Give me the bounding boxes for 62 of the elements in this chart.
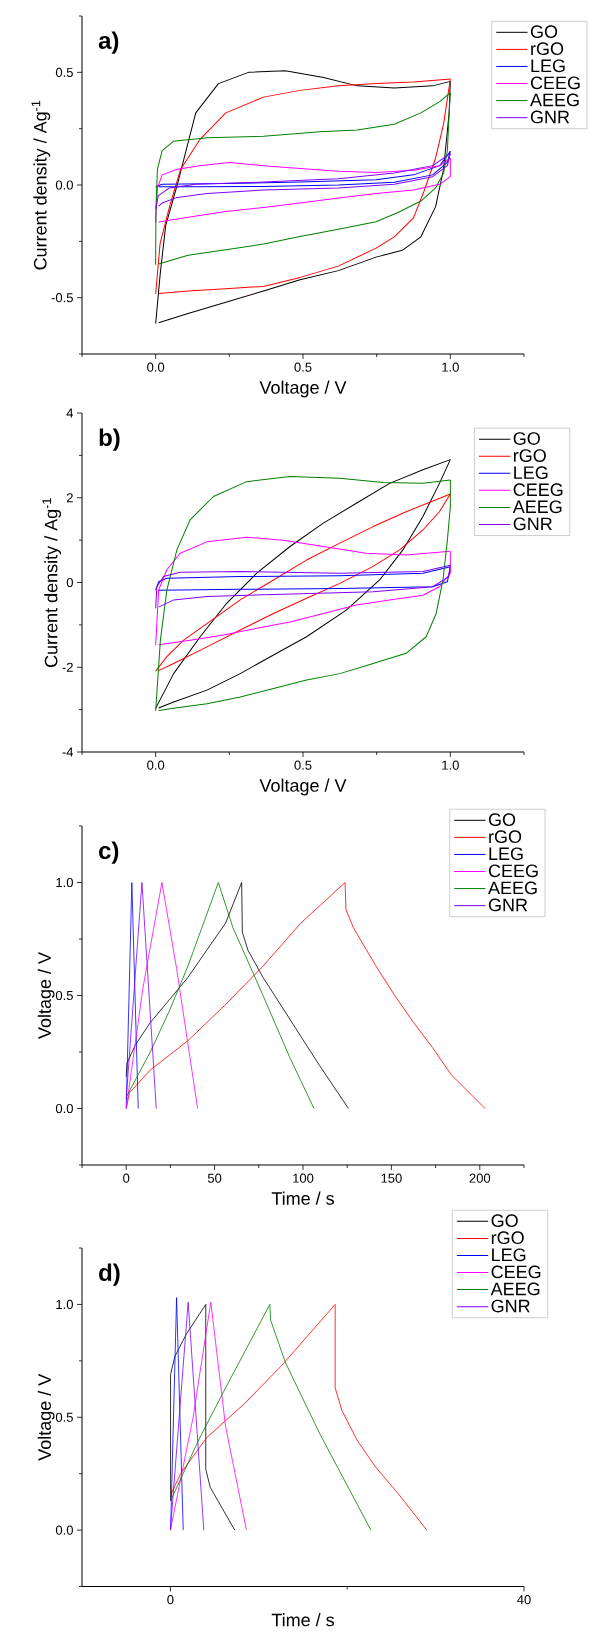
y-axis-title: Current density / Ag$^{-1}$ <box>31 100 51 270</box>
legend-label: CEEG <box>513 483 563 497</box>
text: d) <box>99 1263 120 1286</box>
x-axis-title: Time / s <box>271 1613 335 1627</box>
x-tick-label: 0 <box>123 1173 130 1183</box>
legend-label: GNR <box>491 1299 530 1313</box>
x-tick-label: 1.0 <box>442 362 459 372</box>
x-tick-label: 50 <box>207 1173 222 1183</box>
legend-label: AEEG <box>488 881 537 895</box>
y-tick-label: 0.5 <box>55 990 73 1001</box>
legend-label: rGO <box>513 449 546 462</box>
text: a) <box>98 31 119 54</box>
legend-label: rGO <box>491 1231 524 1245</box>
y-tick-label: 0.0 <box>55 1103 73 1114</box>
y-tick-label: -2 <box>62 662 73 672</box>
legend-label: GO <box>488 813 516 826</box>
y-axis-title: Voltage / V <box>37 1373 55 1461</box>
y-tick-label: 0.5 <box>55 1412 73 1422</box>
y-tick-label: 4 <box>66 408 74 418</box>
legend-label: CEEG <box>491 1265 541 1279</box>
x-tick-label: 200 <box>469 1173 491 1183</box>
y-tick-label: 1.0 <box>56 877 73 888</box>
legend-label: AEEG <box>530 93 579 107</box>
legend-label: CEEG <box>488 864 538 878</box>
legend-label: rGO <box>531 42 564 56</box>
y-tick-label: 0.0 <box>55 180 73 190</box>
y-axis-title: Current density / Ag$^{-1}$ <box>42 498 62 667</box>
x-axis-title: Voltage / V <box>259 778 347 796</box>
x-tick-label: 0.5 <box>294 760 312 770</box>
x-tick-label: 1.0 <box>442 760 459 770</box>
legend-label: GNR <box>513 517 552 531</box>
x-axis-title: Time / s <box>271 1191 335 1205</box>
x-tick-label: 0.0 <box>147 760 165 770</box>
legend-label: AEEG <box>512 500 562 514</box>
y-tick-label: 0.5 <box>55 67 73 77</box>
legend-label: LEG <box>531 59 565 73</box>
x-axis-title: Voltage / V <box>259 380 347 398</box>
y-tick-label: 1.0 <box>56 1299 73 1310</box>
legend-label: GO <box>530 25 558 39</box>
legend-label: LEG <box>514 466 548 480</box>
y-tick-label: 0 <box>66 577 73 588</box>
x-tick-label: 0.5 <box>294 362 312 372</box>
x-tick-label: 100 <box>293 1173 314 1183</box>
x-tick-label: 40 <box>517 1595 531 1605</box>
legend-label: rGO <box>489 830 522 844</box>
y-tick-label: 2 <box>66 493 73 503</box>
legend-label: GO <box>513 432 540 445</box>
legend-label: GO <box>491 1214 518 1228</box>
x-tick-label: 0.0 <box>147 362 165 372</box>
y-tick-label: -4 <box>62 747 74 757</box>
legend-label: AEEG <box>490 1282 540 1296</box>
legend-label: CEEG <box>530 76 580 90</box>
y-axis-title: Voltage / V <box>37 952 55 1039</box>
legend-label: GNR <box>488 898 528 912</box>
legend-label: LEG <box>492 1248 526 1262</box>
x-tick-label: 150 <box>381 1173 402 1183</box>
y-tick-label: -0.5 <box>51 293 73 303</box>
text: c) <box>99 841 119 864</box>
y-tick-label: 0.0 <box>55 1525 73 1535</box>
legend-label: GNR <box>530 110 570 124</box>
legend-label: LEG <box>489 847 523 861</box>
text: b) <box>99 428 120 451</box>
